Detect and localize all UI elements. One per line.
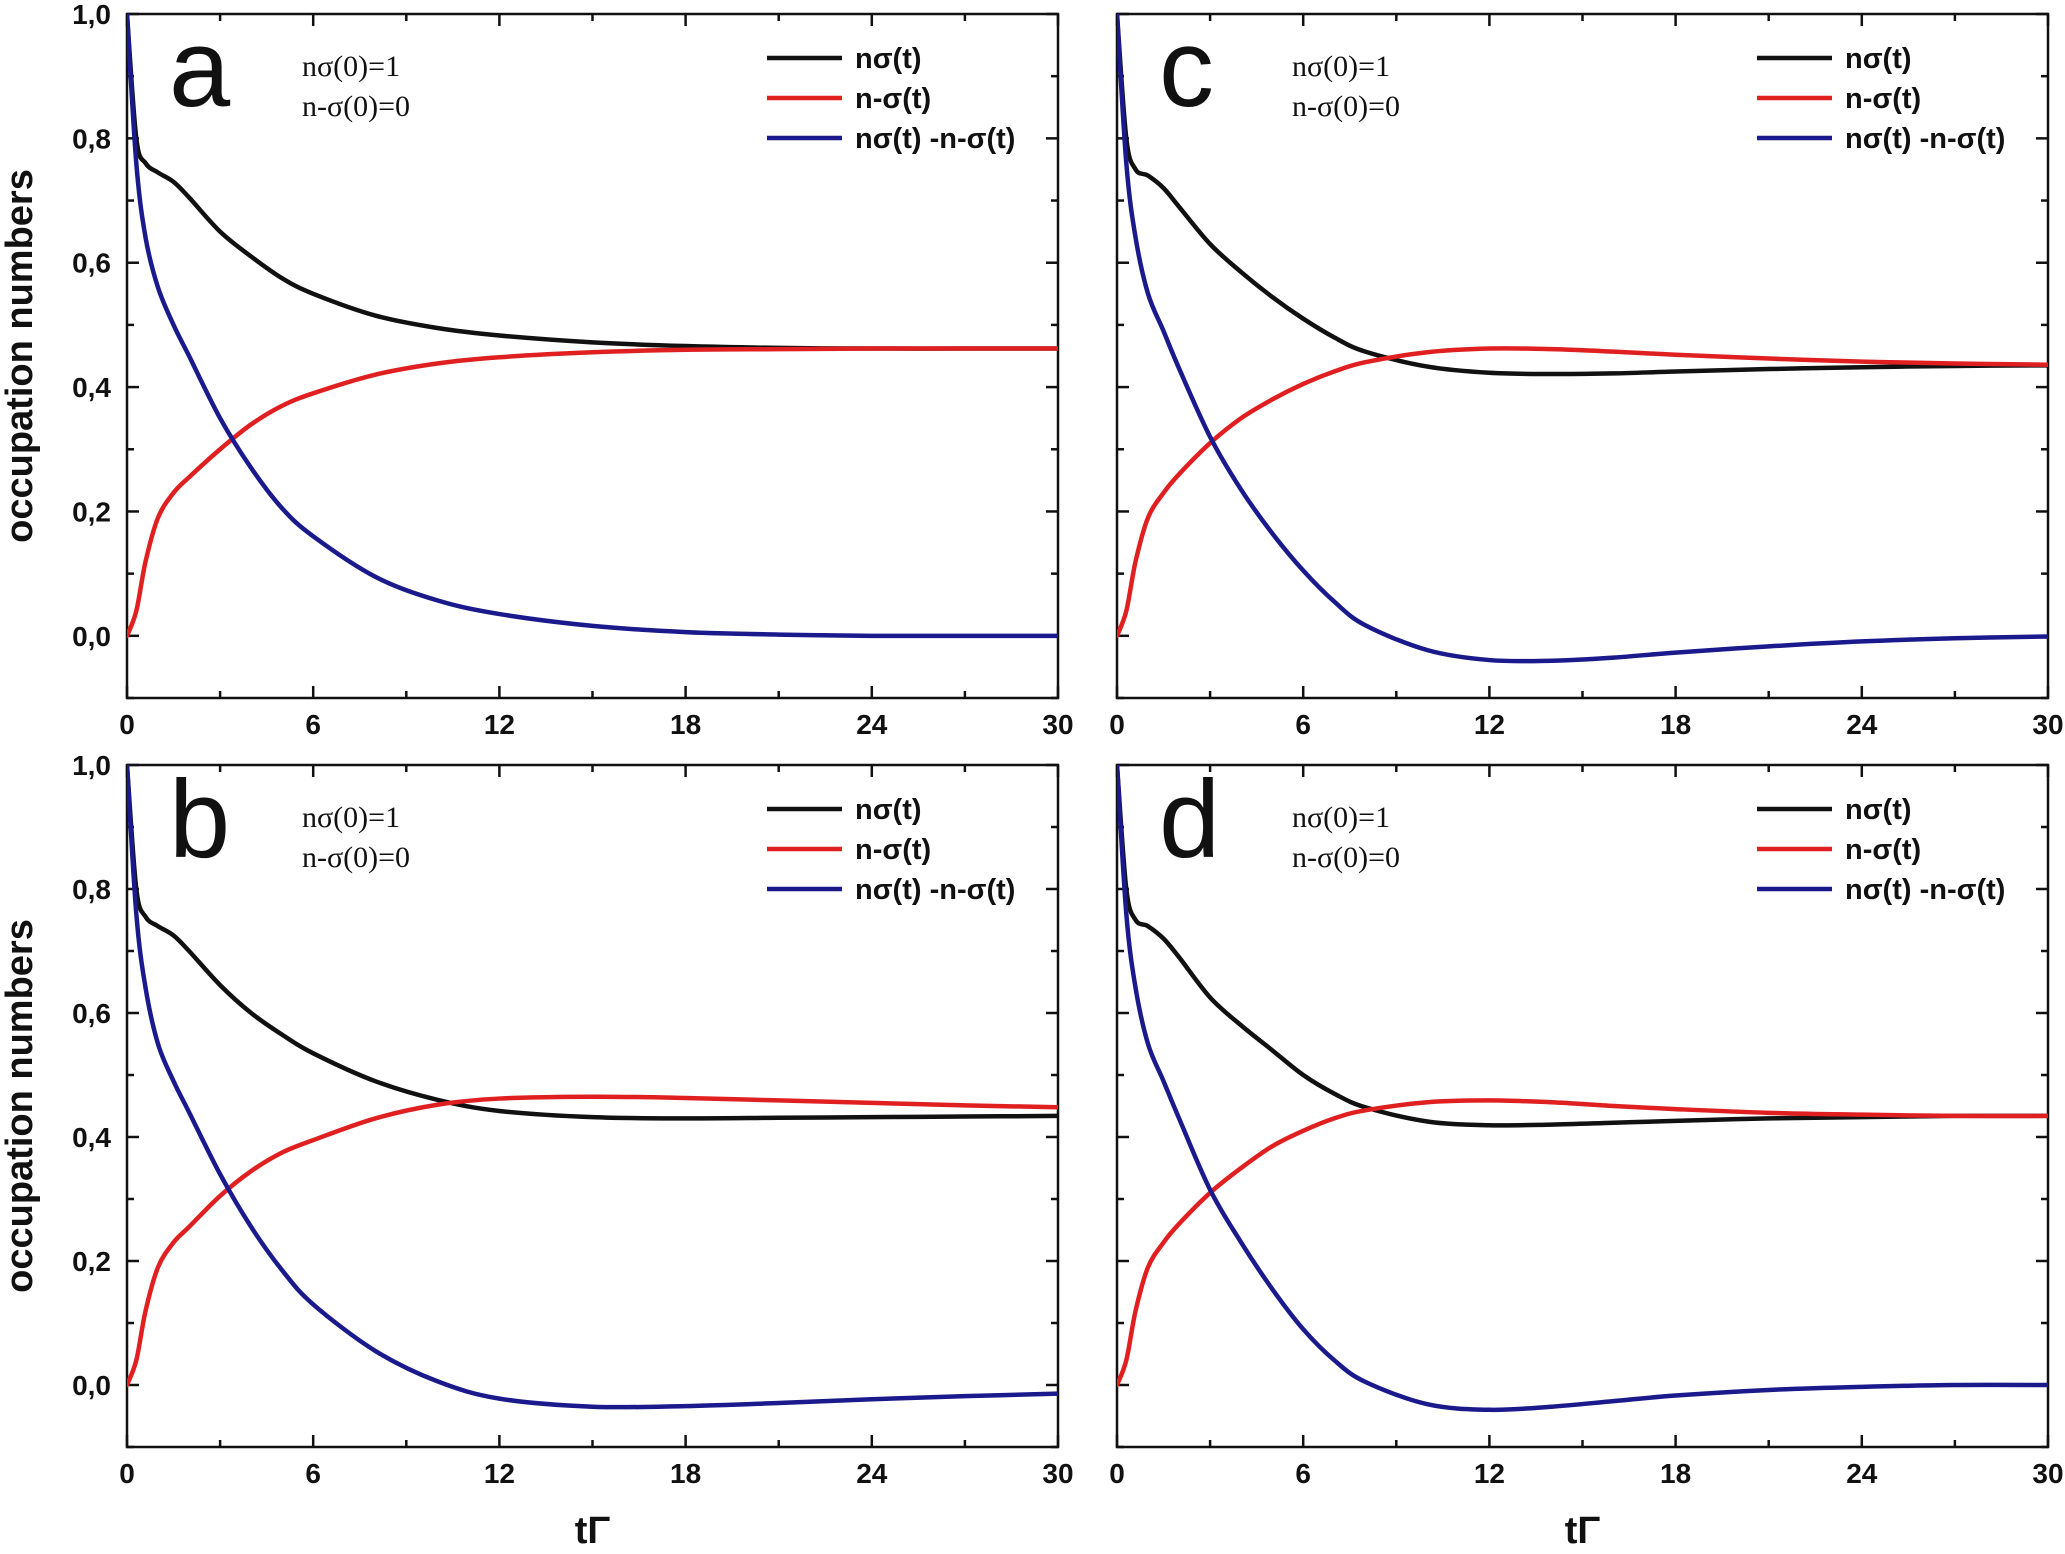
- initial-condition-text: n-σ(0)=0: [302, 841, 410, 874]
- y-tick-label: 0,8: [72, 874, 111, 905]
- x-tick-label: 18: [670, 1458, 701, 1489]
- panel-label: b: [169, 758, 230, 881]
- x-tick-label: 0: [119, 1458, 135, 1489]
- initial-condition-text: nσ(0)=1: [1292, 50, 1390, 83]
- difference-line: [127, 765, 1058, 1410]
- n-sigma-line: [127, 765, 1058, 1121]
- y-tick-label: 0,6: [72, 248, 111, 279]
- x-tick-label: 0: [1109, 709, 1125, 740]
- x-tick-label: 6: [1295, 709, 1311, 740]
- y-tick-label: 0,4: [72, 372, 111, 403]
- panel-a: 0 6 12 18 24 30 1,0 0,8 0,6 0,4 0,2 0,0 occupation n…: [0, 0, 1074, 740]
- legend: nσ(t) n-σ(t) nσ(t) -n-σ(t): [767, 43, 1015, 155]
- x-tick-label: 12: [484, 709, 515, 740]
- n-minus-sigma-line: [127, 1094, 1058, 1388]
- n-sigma-line: [1117, 765, 2048, 1128]
- x-tick-label: 30: [2032, 1458, 2063, 1489]
- x-tick-label: 6: [305, 1458, 321, 1489]
- x-tick-label: 24: [1846, 1458, 1878, 1489]
- legend-entry: nσ(t) -n-σ(t): [855, 123, 1015, 155]
- initial-condition-text: n-σ(0)=0: [1292, 90, 1400, 123]
- x-axis-title: tΓ: [575, 1510, 611, 1552]
- panel-label: c: [1159, 7, 1214, 130]
- x-tick-label: 6: [1295, 1458, 1311, 1489]
- x-tick-label: 18: [1660, 709, 1691, 740]
- panel-label: d: [1159, 758, 1220, 881]
- difference-line: [127, 14, 1058, 639]
- x-tick-label: 0: [119, 709, 135, 740]
- panel-label: a: [169, 7, 231, 130]
- y-axis-title: occupation numbers: [0, 169, 41, 543]
- n-minus-sigma-line: [1117, 1098, 2048, 1388]
- difference-line: [1117, 765, 2048, 1413]
- legend-entry: n-σ(t): [855, 83, 931, 115]
- x-tick-label: 18: [1660, 1458, 1691, 1489]
- y-tick-label: 1,0: [72, 0, 111, 30]
- legend-entry: n-σ(t): [855, 834, 931, 866]
- x-tick-label: 30: [1042, 709, 1073, 740]
- initial-condition-text: nσ(0)=1: [1292, 801, 1390, 834]
- x-tick-label: 6: [305, 709, 321, 740]
- n-sigma-line: [1117, 14, 2048, 377]
- legend-entry: nσ(t) -n-σ(t): [855, 874, 1015, 906]
- x-tick-label: 12: [1474, 1458, 1505, 1489]
- initial-condition-text: n-σ(0)=0: [302, 90, 410, 123]
- legend-entry: nσ(t) -n-σ(t): [1845, 123, 2005, 155]
- y-tick-label: 0,2: [72, 1246, 111, 1277]
- y-tick-label: 1,0: [72, 750, 111, 781]
- legend-entry: n-σ(t): [1845, 83, 1921, 115]
- initial-condition-text: nσ(0)=1: [302, 801, 400, 834]
- x-axis-title: tΓ: [1565, 1510, 1601, 1552]
- x-tick-label: 24: [1846, 709, 1878, 740]
- x-tick-label: 12: [1474, 709, 1505, 740]
- initial-condition-text: n-σ(0)=0: [1292, 841, 1400, 874]
- plot-frame: [125, 12, 1060, 700]
- panel-b: 0 6 12 18 24 30 1,0 0,8 0,6 0,4 0,2 0,0 occupation n…: [0, 750, 1074, 1552]
- x-tick-label: 24: [856, 709, 888, 740]
- legend-entry: nσ(t): [855, 794, 922, 826]
- y-tick-label: 0,0: [72, 1370, 111, 1401]
- panel-c: 0 6 12 18 24 30c nσ(0)=1n-σ(0)=0nσ(t)n-σ(t)nσ(…: [1109, 7, 2063, 740]
- legend: nσ(t) n-σ(t) nσ(t) -n-σ(t): [1757, 794, 2005, 906]
- x-tick-label: 24: [856, 1458, 888, 1489]
- initial-condition-text: nσ(0)=1: [302, 50, 400, 83]
- x-tick-label: 30: [2032, 709, 2063, 740]
- legend-entry: n-σ(t): [1845, 834, 1921, 866]
- plot-frame: [1115, 12, 2050, 700]
- legend-entry: nσ(t): [1845, 794, 1912, 826]
- difference-line: [1117, 14, 2048, 664]
- y-tick-label: 0,0: [72, 621, 111, 652]
- x-tick-label: 12: [484, 1458, 515, 1489]
- n-minus-sigma-line: [127, 346, 1058, 639]
- y-tick-label: 0,2: [72, 496, 111, 527]
- x-tick-label: 30: [1042, 1458, 1073, 1489]
- x-tick-label: 0: [1109, 1458, 1125, 1489]
- y-axis-title: occupation numbers: [0, 919, 41, 1293]
- n-minus-sigma-line: [1117, 346, 2048, 639]
- legend-entry: nσ(t): [1845, 43, 1912, 75]
- y-tick-label: 0,8: [72, 123, 111, 154]
- legend-entry: nσ(t): [855, 43, 922, 75]
- legend-entry: nσ(t) -n-σ(t): [1845, 874, 2005, 906]
- legend: nσ(t) n-σ(t) nσ(t) -n-σ(t): [1757, 43, 2005, 155]
- legend: nσ(t) n-σ(t) nσ(t) -n-σ(t): [767, 794, 1015, 906]
- y-tick-label: 0,4: [72, 1122, 111, 1153]
- y-tick-label: 0,6: [72, 998, 111, 1029]
- x-tick-label: 18: [670, 709, 701, 740]
